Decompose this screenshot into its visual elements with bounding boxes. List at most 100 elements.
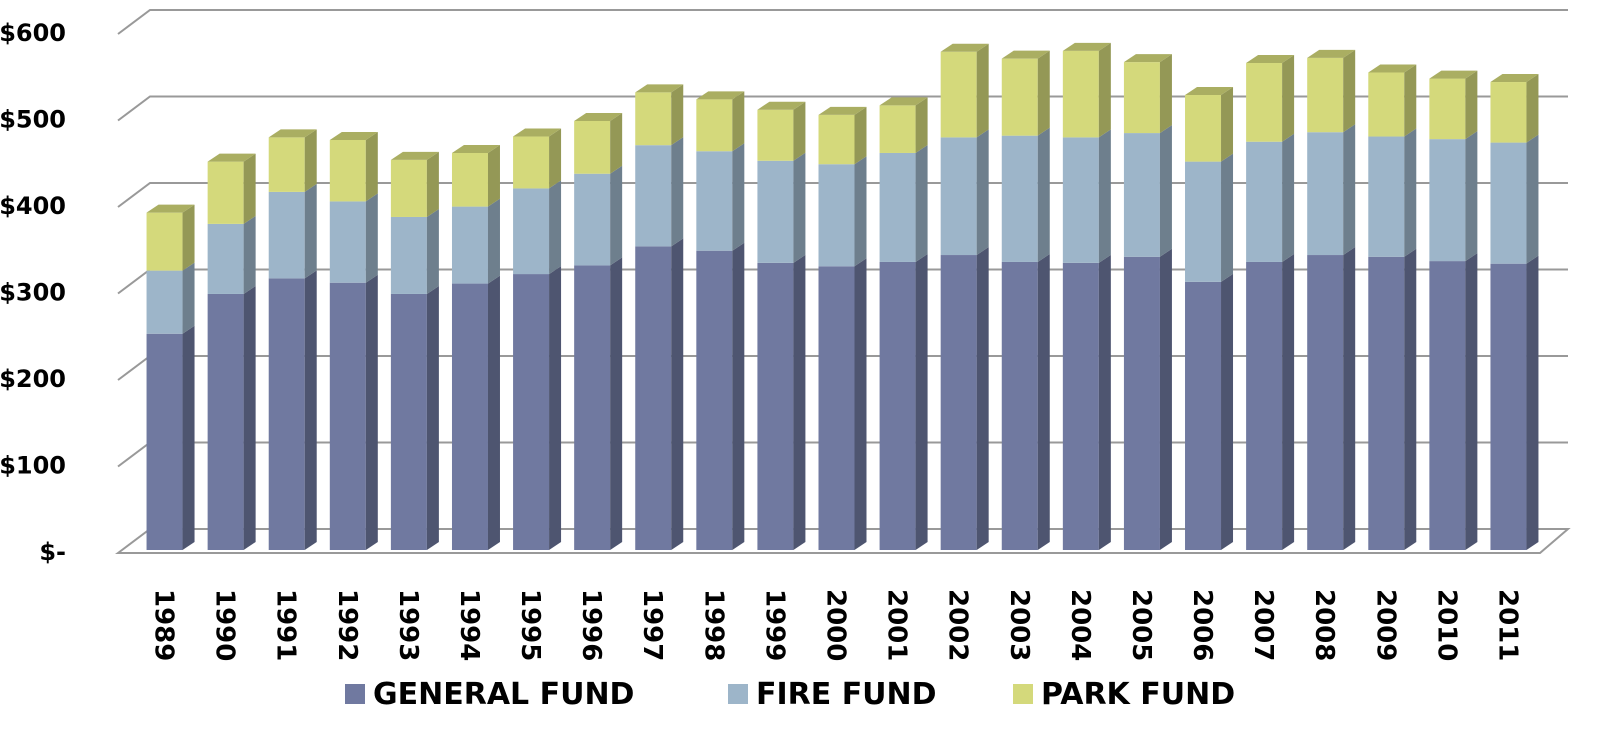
bar-top <box>513 128 562 137</box>
bar-side <box>1221 87 1234 162</box>
bar-top <box>451 144 500 153</box>
bar-side <box>1404 64 1417 137</box>
bar-side <box>671 84 684 146</box>
bar-front <box>1490 82 1527 143</box>
bar-side <box>426 208 439 294</box>
bar-side <box>1159 125 1172 257</box>
x-tick-label: 1990 <box>210 589 240 661</box>
x-tick-label: 2010 <box>1431 589 1461 661</box>
bar-side <box>976 247 989 550</box>
bar-side <box>1282 55 1295 142</box>
x-tick-label: 2002 <box>943 589 973 661</box>
bar-front <box>1246 261 1283 550</box>
bar-front <box>390 159 427 217</box>
bar-side <box>671 238 684 550</box>
bar-segment <box>268 183 317 279</box>
bar-side <box>1037 253 1050 550</box>
x-tick-label: 2003 <box>1004 589 1034 661</box>
bar-segment <box>940 247 989 550</box>
bar-top <box>940 43 989 52</box>
bar-front <box>879 261 916 550</box>
bar-segment <box>1246 253 1295 550</box>
x-tick-label: 2007 <box>1248 589 1278 661</box>
bar-segment <box>818 156 867 267</box>
bar-front <box>146 333 183 550</box>
bar-segment <box>329 131 378 202</box>
bar-front <box>1062 137 1099 263</box>
bar-segment <box>818 258 867 550</box>
bar-side <box>487 275 500 550</box>
bar-front <box>696 250 733 550</box>
bar-side <box>549 266 562 550</box>
bar-front <box>879 105 916 153</box>
bar-top <box>757 101 806 110</box>
bar-front <box>1062 262 1099 550</box>
bar-front <box>268 191 305 279</box>
bar-front <box>1368 256 1405 550</box>
bar-front <box>1062 50 1099 138</box>
bar-front <box>146 212 183 271</box>
bar-segment <box>940 43 989 138</box>
bar-front <box>757 109 794 161</box>
bar-segment <box>1368 64 1417 137</box>
grid-line <box>115 528 1571 554</box>
bar-front <box>390 216 427 294</box>
bar-top <box>1490 74 1539 83</box>
bar-top <box>268 129 317 138</box>
bar-segment <box>207 215 256 294</box>
bar-side <box>1526 74 1539 143</box>
bar-front <box>1185 281 1222 550</box>
bar-segment <box>207 153 256 224</box>
bar-top <box>1246 55 1295 64</box>
bar-front <box>879 152 916 262</box>
bar-side <box>732 143 745 251</box>
bar-segment <box>513 128 562 189</box>
x-tick-label: 1993 <box>393 589 423 661</box>
x-tick-label: 1994 <box>454 589 484 661</box>
bar-top <box>1062 42 1111 51</box>
x-tick-label: 2001 <box>882 589 912 661</box>
bar-front <box>940 255 977 550</box>
bar-front <box>268 137 305 192</box>
bar-front <box>1123 133 1160 257</box>
bar-segment <box>513 180 562 275</box>
x-tick-label: 1995 <box>515 589 545 661</box>
bar-segment <box>1123 248 1172 550</box>
bar-side <box>1404 128 1417 257</box>
bar-segment <box>1307 124 1356 256</box>
bar-front <box>146 270 183 334</box>
bar-top <box>146 204 195 213</box>
bar-side <box>793 101 806 161</box>
bar-segment <box>451 275 500 550</box>
bar-front <box>1246 141 1283 262</box>
bar-side <box>549 180 562 275</box>
bar-front <box>818 164 855 267</box>
x-tick-label: 1992 <box>332 589 362 661</box>
bar-segment <box>1490 255 1539 550</box>
bar-segment <box>1490 134 1539 264</box>
legend-swatch <box>1013 684 1033 704</box>
x-tick-label: 1999 <box>759 589 789 661</box>
bar-side <box>732 91 745 152</box>
bar-top <box>1185 87 1234 96</box>
y-tick-label: $100 <box>0 452 66 480</box>
bar-side <box>426 151 439 217</box>
legend-label: PARK FUND <box>1041 677 1235 712</box>
bar-front <box>268 278 305 550</box>
bar-side <box>1465 253 1478 550</box>
bar-segment <box>1429 70 1478 140</box>
bar-side <box>243 215 256 294</box>
bar-front <box>329 282 366 550</box>
bar-side <box>1465 70 1478 140</box>
bar-side <box>1282 253 1295 550</box>
bar-front <box>818 266 855 550</box>
bar-segment <box>1246 133 1295 262</box>
bar-front <box>1368 72 1405 137</box>
bar-top <box>818 106 867 115</box>
bar-segment <box>1001 253 1050 550</box>
bar-front <box>329 139 366 202</box>
y-tick-label: $300 <box>0 279 66 307</box>
x-tick-label: 1998 <box>698 589 728 661</box>
bar-segment <box>818 106 867 165</box>
bar-front <box>451 206 488 284</box>
